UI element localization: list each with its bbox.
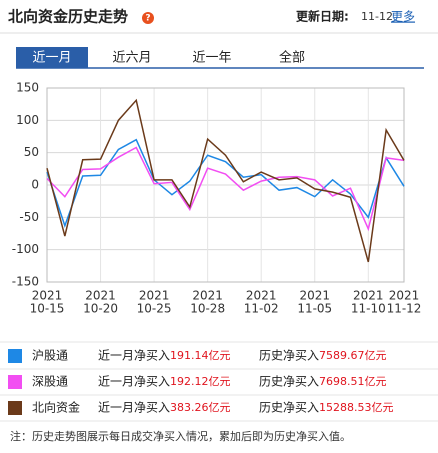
help-mark: ? <box>145 14 150 24</box>
tab[interactable]: 近一年 <box>192 51 231 66</box>
y-tick-label: 0 <box>31 178 39 192</box>
y-tick-label: -50 <box>19 210 39 224</box>
history-value: 15288.53亿元 <box>319 401 394 414</box>
tab[interactable]: 近一月 <box>32 51 71 66</box>
month-label: 近一月净买入 <box>98 349 170 363</box>
note: 注：历史走势图展示每日成交净买入情况，累加后即为历史净买入值。 <box>10 429 351 443</box>
month-value: 191.14亿元 <box>170 349 231 362</box>
x-tick-date: 10-25 <box>137 302 172 316</box>
date: 11-12 <box>361 10 393 23</box>
x-tick-date: 11-12 <box>387 302 422 316</box>
legend-swatch <box>8 401 22 415</box>
series-line <box>46 138 405 229</box>
series-line <box>46 146 405 232</box>
x-tick-year: 2021 <box>353 289 384 303</box>
x-tick-year: 2021 <box>32 289 63 303</box>
tab[interactable]: 全部 <box>279 50 305 66</box>
x-tick-date: 11-05 <box>297 302 332 316</box>
y-tick-label: -150 <box>12 275 39 289</box>
x-tick-date: 10-28 <box>190 302 225 316</box>
history-label: 历史净买入 <box>259 375 319 389</box>
x-tick-date: 10-20 <box>83 302 118 316</box>
x-tick-year: 2021 <box>85 289 116 303</box>
y-tick-label: 50 <box>24 145 39 159</box>
x-tick-year: 2021 <box>139 289 170 303</box>
month-label: 近一月净买入 <box>98 375 170 389</box>
x-tick-year: 2021 <box>246 289 277 303</box>
legend-swatch <box>8 375 22 389</box>
month-value: 383.26亿元 <box>170 401 231 414</box>
date-label: 更新日期: <box>296 9 349 24</box>
x-tick-year: 2021 <box>192 289 223 303</box>
title: 北向资金历史走势 <box>8 8 128 26</box>
tab-active-bg <box>16 47 88 68</box>
history-value: 7698.51亿元 <box>319 375 387 388</box>
x-tick-year: 2021 <box>299 289 330 303</box>
tab[interactable]: 近六月 <box>112 51 151 66</box>
month-value: 192.12亿元 <box>170 375 231 388</box>
history-label: 历史净买入 <box>259 401 319 415</box>
more-link[interactable]: 更多 <box>391 10 415 24</box>
x-tick-date: 11-10 <box>351 302 386 316</box>
x-tick-date: 10-15 <box>30 302 65 316</box>
help-icon[interactable] <box>142 12 154 24</box>
month-label: 近一月净买入 <box>98 401 170 415</box>
history-value: 7589.67亿元 <box>319 349 387 362</box>
legend-swatch <box>8 349 22 363</box>
legend-name: 北向资金 <box>32 400 80 415</box>
y-tick-label: 150 <box>16 81 39 95</box>
y-tick-label: 100 <box>16 113 39 127</box>
series-line <box>46 98 405 263</box>
history-label: 历史净买入 <box>259 349 319 363</box>
legend-name: 沪股通 <box>32 349 68 363</box>
y-tick-label: -100 <box>12 242 39 256</box>
x-tick-year: 2021 <box>389 289 420 303</box>
x-tick-date: 11-02 <box>244 302 279 316</box>
legend-name: 深股通 <box>32 375 68 389</box>
